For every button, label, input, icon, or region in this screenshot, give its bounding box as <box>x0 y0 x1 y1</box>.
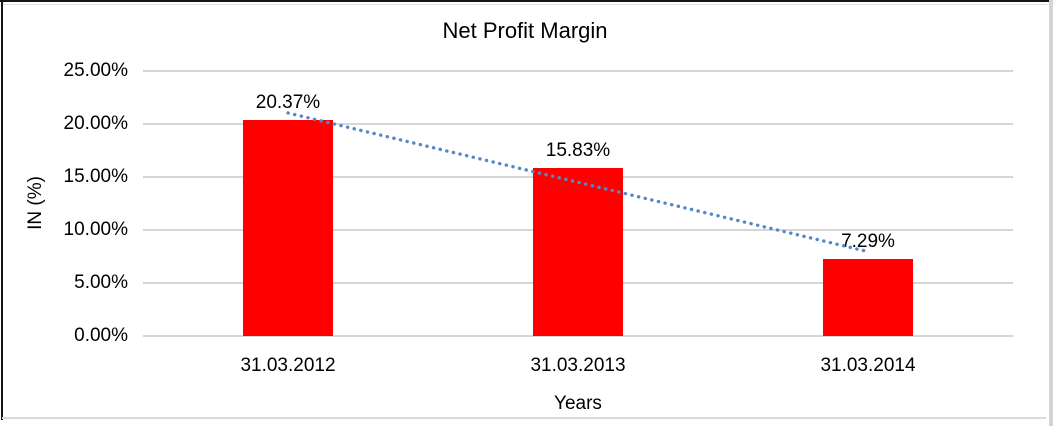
bar-value-label: 7.29% <box>841 230 895 252</box>
frame-border-top <box>0 0 1049 2</box>
frame-hairline-top <box>3 4 1047 5</box>
trendline-segment <box>286 111 870 254</box>
chart-title: Net Profit Margin <box>442 18 608 43</box>
bar <box>243 120 333 336</box>
y-tick-label: 0.00% <box>74 325 128 346</box>
y-tick-label: 10.00% <box>63 219 128 240</box>
frame-border-bottom <box>2 417 1046 419</box>
x-tick-label: 31.03.2012 <box>240 355 336 376</box>
bar-value-label: 20.37% <box>255 92 321 114</box>
bar-value-label: 15.83% <box>545 140 611 162</box>
bar <box>823 258 913 336</box>
frame-border-left <box>1 0 3 420</box>
gridline <box>143 70 1013 72</box>
y-tick-label: 15.00% <box>63 166 128 187</box>
y-tick-label: 25.00% <box>63 60 128 81</box>
gridline <box>143 335 1013 337</box>
frame-border-right <box>1049 0 1053 426</box>
y-tick-label: 20.00% <box>63 113 128 134</box>
x-tick-label: 31.03.2014 <box>820 355 916 376</box>
bar <box>533 168 623 336</box>
y-tick-label: 5.00% <box>74 272 128 293</box>
gridline <box>143 123 1013 125</box>
x-tick-label: 31.03.2013 <box>530 355 626 376</box>
x-axis-title: Years <box>554 393 602 414</box>
